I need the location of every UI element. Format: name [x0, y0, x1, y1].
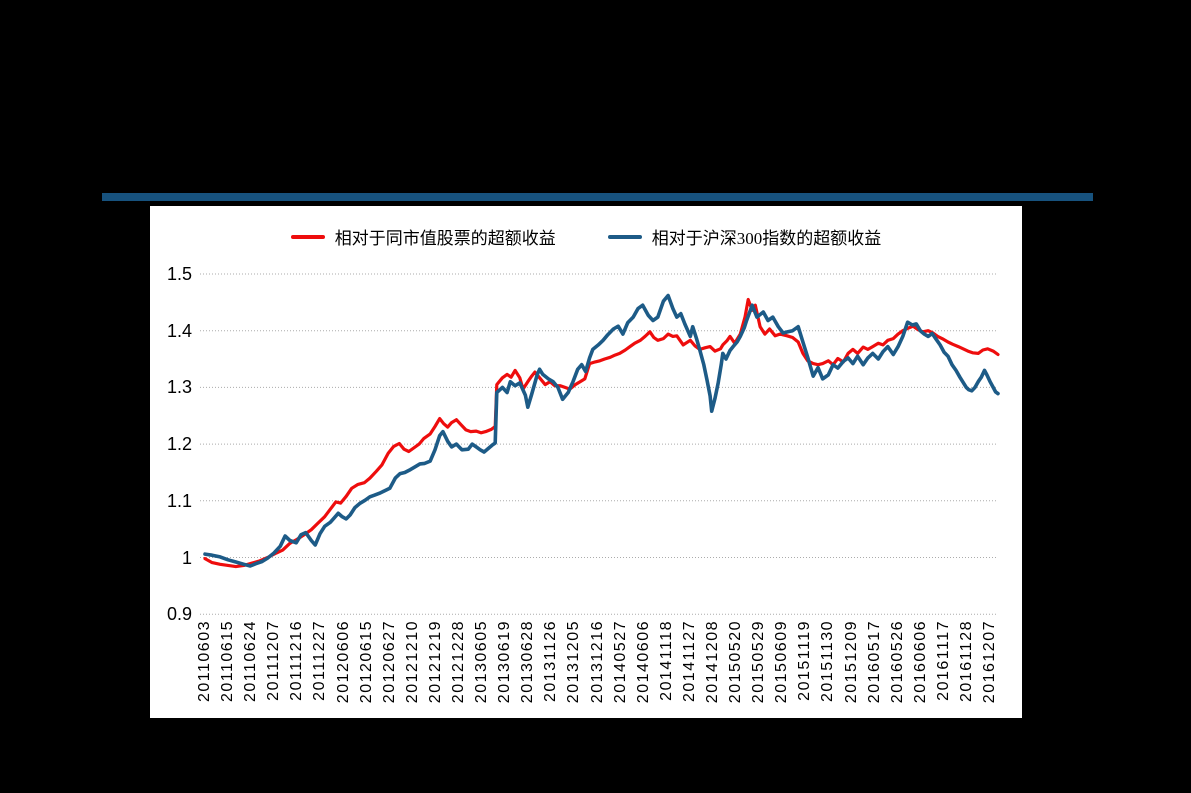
x-tick-label: 20151119	[796, 620, 814, 701]
x-tick-label: 20131126	[542, 620, 560, 702]
x-tick-label: 20150520	[727, 620, 744, 704]
legend-item-same-cap-stocks: 相对于同市值股票的超额收益	[290, 224, 556, 249]
blue-line-swatch	[607, 234, 642, 239]
x-tick-label: 20150529	[750, 620, 768, 704]
x-tick-label: 20130628	[519, 620, 537, 704]
series-line-same-cap-stocks	[203, 297, 1000, 569]
x-tick-label: 20151209	[842, 620, 860, 704]
x-tick-label: 20130619	[496, 620, 514, 704]
y-tick-label: 1.4	[166, 320, 192, 341]
x-tick-label: 20160526	[888, 620, 906, 704]
x-tick-label: 20140606	[634, 620, 652, 704]
x-tick-label: 20141208	[703, 620, 721, 704]
x-tick-label: 20150609	[773, 620, 791, 704]
legend-label-csi300: 相对于沪深300指数的超额收益	[651, 229, 882, 248]
excess-return-line-chart	[200, 273, 1000, 615]
y-tick-label: 0.9	[166, 604, 192, 625]
x-tick-label: 20110603	[196, 620, 213, 702]
x-tick-label: 20160606	[911, 620, 929, 704]
legend-label-same-cap-stocks: 相对于同市值股票的超额收益	[334, 229, 556, 248]
x-tick-label: 20111216	[288, 620, 306, 701]
x-tick-label: 20151130	[819, 620, 837, 702]
y-tick-label: 1.3	[166, 377, 192, 398]
x-tick-label: 20110615	[219, 620, 237, 702]
y-tick-label: 1.1	[166, 490, 192, 511]
y-tick-label: 1	[181, 547, 192, 568]
x-tick-label: 20121219	[426, 620, 444, 704]
y-tick-label: 1.5	[166, 264, 192, 284]
x-tick-label: 20121210	[403, 620, 421, 704]
x-tick-label: 20120627	[380, 620, 398, 704]
x-tick-label: 20161207	[981, 620, 998, 704]
x-tick-label: 20110624	[242, 620, 260, 702]
x-tick-label: 20111227	[311, 620, 329, 701]
x-tick-label: 20160517	[865, 620, 883, 704]
x-tick-label: 20130605	[473, 620, 491, 704]
red-line-swatch	[290, 234, 325, 239]
x-tick-label: 20140527	[611, 620, 629, 704]
x-tick-label: 20161117	[934, 620, 952, 701]
chart-legend: 相对于同市值股票的超额收益 相对于沪深300指数的超额收益	[150, 224, 1022, 249]
x-tick-label: 20120606	[334, 620, 352, 704]
x-tick-label: 20121228	[450, 620, 467, 704]
x-tick-label: 20141118	[657, 620, 675, 701]
x-tick-label: 20141127	[680, 620, 698, 702]
x-tick-label: 20120615	[357, 620, 375, 704]
x-tick-label: 20111207	[265, 620, 283, 701]
x-tick-label: 20131205	[565, 620, 583, 704]
x-tick-label: 20131216	[588, 620, 606, 704]
top-divider-bar	[102, 193, 1093, 201]
legend-item-csi300: 相对于沪深300指数的超额收益	[607, 224, 882, 249]
y-tick-label: 1.2	[166, 434, 192, 455]
excess-return-chart-panel: 相对于同市值股票的超额收益 相对于沪深300指数的超额收益 0.9 1 1.1 1.2…	[150, 206, 1022, 718]
x-tick-label: 20161128	[957, 620, 975, 702]
series-line-csi300	[203, 293, 1000, 568]
